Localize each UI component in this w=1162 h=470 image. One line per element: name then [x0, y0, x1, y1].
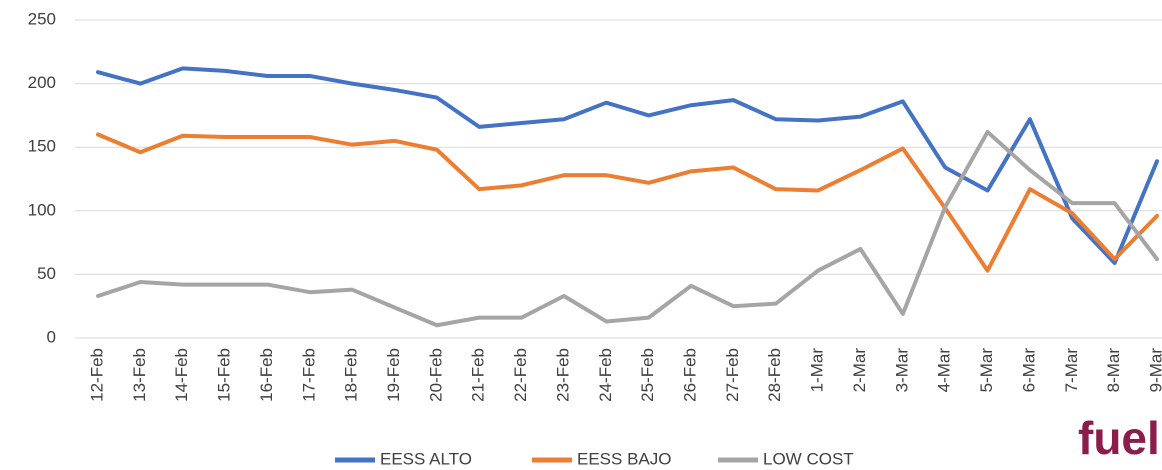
series-line — [96, 129, 1159, 328]
x-tick-label: 23-Feb — [553, 348, 572, 402]
x-tick-label: 18-Feb — [342, 348, 361, 402]
series-line — [96, 132, 1159, 273]
x-tick-label: 25-Feb — [638, 348, 657, 402]
x-tick-label: 1-Mar — [808, 348, 827, 393]
x-tick-label: 12-Feb — [87, 348, 106, 402]
y-tick-label: 50 — [37, 264, 56, 283]
x-tick-label: 17-Feb — [299, 348, 318, 402]
x-tick-label: 6-Mar — [1019, 348, 1038, 393]
y-tick-label: 100 — [28, 200, 56, 219]
y-tick-label: 200 — [28, 73, 56, 92]
x-tick-label: 14-Feb — [172, 348, 191, 402]
y-tick-label: 250 — [28, 9, 56, 28]
x-tick-label: 7-Mar — [1062, 348, 1081, 393]
x-tick-label: 19-Feb — [384, 348, 403, 402]
x-tick-label: 2-Mar — [850, 348, 869, 393]
x-tick-label: 13-Feb — [130, 348, 149, 402]
x-tick-label: 4-Mar — [935, 348, 954, 393]
x-tick-label: 28-Feb — [765, 348, 784, 402]
legend-label: LOW COST — [763, 449, 854, 468]
x-tick-label: 5-Mar — [977, 348, 996, 393]
legend-label: EESS ALTO — [380, 449, 472, 468]
series-line — [96, 66, 1159, 265]
x-tick-label: 24-Feb — [596, 348, 615, 402]
x-tick-label: 8-Mar — [1104, 348, 1123, 393]
x-tick-label: 16-Feb — [257, 348, 276, 402]
x-tick-label: 3-Mar — [892, 348, 911, 393]
x-tick-label: 22-Feb — [511, 348, 530, 402]
x-tick-label: 20-Feb — [426, 348, 445, 402]
y-tick-label: 0 — [47, 327, 56, 346]
x-tick-label: 21-Feb — [469, 348, 488, 402]
logo: fuel — [1078, 412, 1160, 464]
y-tick-label: 150 — [28, 137, 56, 156]
x-tick-label: 15-Feb — [215, 348, 234, 402]
x-tick-label: 27-Feb — [723, 348, 742, 402]
x-tick-label: 26-Feb — [681, 348, 700, 402]
legend-label: EESS BAJO — [577, 449, 671, 468]
x-tick-label: 9-Mar — [1146, 348, 1162, 393]
